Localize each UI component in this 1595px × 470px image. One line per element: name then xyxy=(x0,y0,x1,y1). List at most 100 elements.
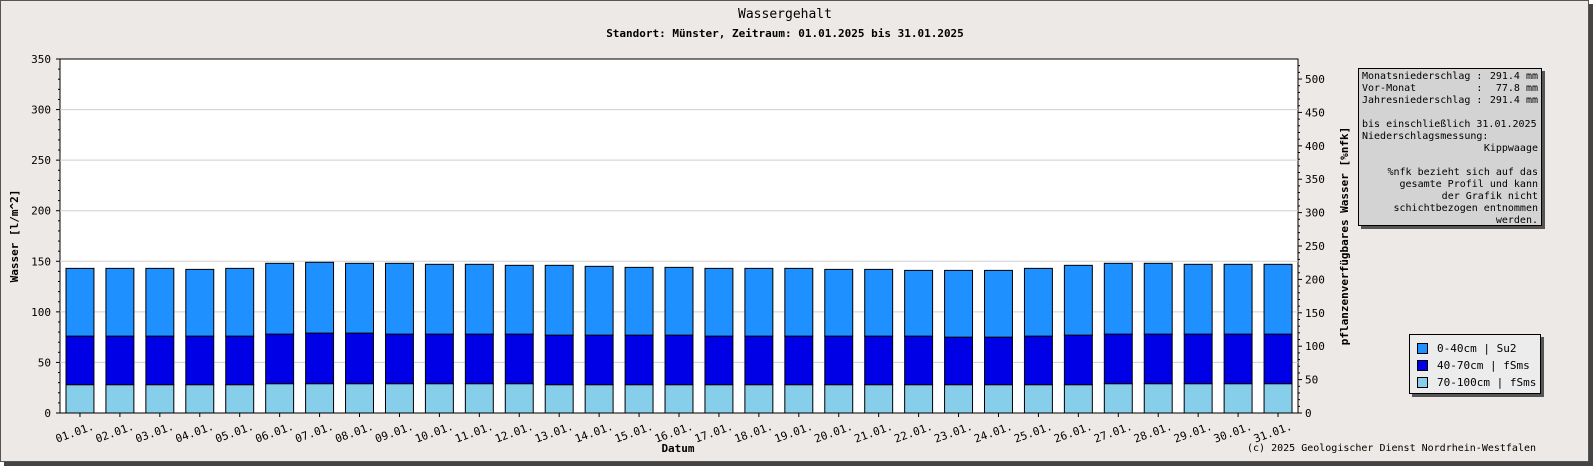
y2-tick-label: 0 xyxy=(1305,407,1312,420)
x-tick-label: 15.01. xyxy=(613,420,655,446)
y-tick-label: 50 xyxy=(38,356,51,369)
x-tick-label: 27.01. xyxy=(1092,420,1134,446)
bar-segment xyxy=(664,384,694,414)
x-tick-label: 29.01. xyxy=(1172,420,1214,446)
bar-segment xyxy=(345,262,374,334)
legend-label-0-40: 0-40cm | Su2 xyxy=(1437,342,1517,355)
x-tick-label: 03.01. xyxy=(134,420,176,446)
y2-tick-label: 50 xyxy=(1305,374,1318,387)
messung-label: Niederschlagsmessung: xyxy=(1362,131,1489,142)
y-tick-label: 200 xyxy=(31,205,51,218)
bar-segment xyxy=(824,268,854,337)
bar-segment xyxy=(65,384,95,414)
legend-swatch-0-40 xyxy=(1417,343,1428,354)
x-tick-label: 10.01. xyxy=(413,420,455,446)
chart-legend: 0-40cm | Su2 40-70cm | fSms 70-100cm | f… xyxy=(1409,334,1541,394)
vormonat-value: 77.8 mm xyxy=(1495,83,1538,94)
bar-segment xyxy=(904,335,934,386)
bar-segment xyxy=(824,335,854,386)
y2-tick-label: 400 xyxy=(1305,140,1325,153)
bar-segment xyxy=(784,384,814,414)
bar-segment xyxy=(1143,383,1173,414)
legend-item: 40-70cm | fSms xyxy=(1417,357,1540,374)
x-tick-label: 31.01. xyxy=(1252,420,1294,446)
bar-segment xyxy=(1183,333,1213,385)
bar-segment xyxy=(944,269,974,338)
bar-segment xyxy=(265,383,295,414)
bar-segment xyxy=(145,335,175,386)
bar-segment xyxy=(544,384,574,414)
bar-segment xyxy=(504,264,534,335)
messung-value: Kippwaage xyxy=(1483,143,1538,154)
y-tick-label: 100 xyxy=(31,306,51,319)
x-tick-label: 17.01. xyxy=(693,420,735,446)
bar-segment xyxy=(424,383,454,414)
bar-segment xyxy=(744,267,774,337)
bar-segment xyxy=(1063,264,1093,336)
bar-segment xyxy=(1103,383,1133,414)
bar-segment xyxy=(464,383,494,414)
bar-segment xyxy=(744,335,774,386)
x-tick-label: 22.01. xyxy=(893,420,935,446)
bar-segment xyxy=(265,262,295,335)
bar-segment xyxy=(345,332,374,385)
y2-tick-label: 150 xyxy=(1305,307,1325,320)
y2-tick-label: 350 xyxy=(1305,173,1325,186)
bar-segment xyxy=(185,268,215,337)
bar-segment xyxy=(345,383,374,414)
y-tick-label: 0 xyxy=(44,407,51,420)
bar-segment xyxy=(1183,263,1213,335)
x-tick-label: 21.01. xyxy=(853,420,895,446)
y-tick-label: 300 xyxy=(31,104,51,117)
y2-tick-label: 450 xyxy=(1305,106,1325,119)
bar-segment xyxy=(464,263,494,335)
jahresniederschlag-value: 291.4 mm xyxy=(1489,95,1538,106)
bis-text: bis einschließlich 31.01.2025 xyxy=(1362,119,1537,130)
x-tick-label: 12.01. xyxy=(493,420,535,446)
bar-segment xyxy=(105,384,135,414)
bar-segment xyxy=(984,384,1013,414)
bar-segment xyxy=(904,384,934,414)
bar-segment xyxy=(544,334,574,386)
x-tick-label: 08.01. xyxy=(333,420,375,446)
x-tick-label: 09.01. xyxy=(373,420,415,446)
legend-item: 70-100cm | fSms xyxy=(1417,374,1540,391)
bar-segment xyxy=(1103,262,1133,335)
bar-segment xyxy=(1223,263,1253,335)
bar-segment xyxy=(1063,384,1093,414)
bar-segment xyxy=(424,333,454,385)
monatsniederschlag-value: 291.4 mm xyxy=(1489,71,1538,82)
y2-tick-label: 300 xyxy=(1305,207,1325,220)
legend-swatch-40-70 xyxy=(1417,360,1428,371)
x-tick-label: 25.01. xyxy=(1012,420,1054,446)
vormonat-label: Vor-Monat : xyxy=(1362,83,1483,94)
bar-segment xyxy=(864,268,894,337)
bar-segment xyxy=(305,332,335,385)
bar-segment xyxy=(1223,383,1253,414)
bar-segment xyxy=(784,267,814,337)
legend-label-40-70: 40-70cm | fSms xyxy=(1437,359,1530,372)
x-tick-label: 05.01. xyxy=(214,420,256,446)
x-tick-label: 01.01. xyxy=(54,420,96,446)
bar-segment xyxy=(1223,333,1253,385)
bar-segment xyxy=(1023,335,1053,386)
bar-segment xyxy=(944,336,974,386)
bar-segment xyxy=(305,261,335,334)
y2-tick-label: 250 xyxy=(1305,240,1325,253)
bar-segment xyxy=(704,384,734,414)
chart-subtitle: Standort: Münster, Zeitraum: 01.01.2025 … xyxy=(606,27,964,40)
x-tick-label: 20.01. xyxy=(813,420,855,446)
bar-segment xyxy=(1063,334,1093,386)
x-tick-label: 14.01. xyxy=(573,420,615,446)
copyright-text: (c) 2025 Geologischer Dienst Nordrhein-W… xyxy=(1247,443,1536,454)
y-tick-label: 350 xyxy=(31,53,51,66)
bar-segment xyxy=(145,384,175,414)
x-tick-label: 28.01. xyxy=(1132,420,1174,446)
bar-segment xyxy=(185,335,215,386)
bar-segment xyxy=(744,384,774,414)
legend-label-70-100: 70-100cm | fSms xyxy=(1437,376,1537,389)
y2-tick-label: 200 xyxy=(1305,273,1325,286)
y2-tick-label: 500 xyxy=(1305,73,1325,86)
y-tick-label: 150 xyxy=(31,255,51,268)
x-tick-label: 23.01. xyxy=(932,420,974,446)
